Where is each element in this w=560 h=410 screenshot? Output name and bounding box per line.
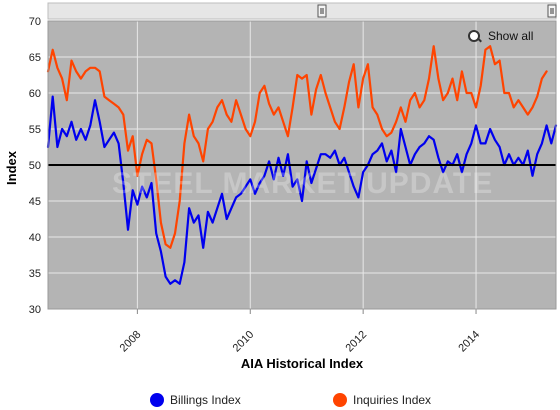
y-tick-label: 45 bbox=[29, 196, 41, 208]
x-tick-label: 2014 bbox=[456, 329, 482, 355]
series-line-billings-index bbox=[46, 95, 558, 285]
y-tick-label: 65 bbox=[29, 52, 41, 64]
y-tick-label: 55 bbox=[29, 124, 41, 136]
y-tick-label: 30 bbox=[29, 304, 41, 316]
navigator-right-handle[interactable] bbox=[547, 4, 557, 18]
y-tick-label: 40 bbox=[29, 232, 41, 244]
show-all-label: Show all bbox=[488, 29, 534, 43]
y-tick-label: 70 bbox=[29, 16, 41, 28]
navigator-track[interactable] bbox=[47, 2, 557, 20]
x-tick-label: 2008 bbox=[118, 329, 144, 355]
x-axis-title: AIA Historical Index bbox=[241, 356, 364, 371]
x-tick-label: 2010 bbox=[231, 329, 257, 355]
legend-item-billings[interactable]: Billings Index bbox=[150, 390, 241, 410]
legend-item-inquiries[interactable]: Inquiries Index bbox=[333, 390, 431, 410]
legend-label-inquiries: Inquiries Index bbox=[353, 393, 432, 407]
navigator-left-handle[interactable] bbox=[317, 4, 327, 18]
y-tick-label: 50 bbox=[29, 160, 41, 172]
billings-swatch-icon bbox=[150, 393, 164, 407]
plot-border bbox=[47, 20, 557, 310]
y-tick-label: 60 bbox=[29, 88, 41, 100]
y-axis-title: Index bbox=[4, 150, 19, 185]
x-tick-label: 2012 bbox=[343, 329, 369, 355]
inquiries-swatch-icon bbox=[333, 393, 347, 407]
show-all-button[interactable]: Show all bbox=[468, 27, 533, 45]
legend: Billings Index Inquiries Index bbox=[0, 390, 560, 410]
navigator-scrollbar[interactable] bbox=[47, 2, 557, 20]
legend-label-billings: Billings Index bbox=[170, 393, 241, 407]
y-tick-label: 35 bbox=[29, 268, 41, 280]
series-layer bbox=[46, 45, 558, 285]
zoom-out-icon bbox=[468, 30, 482, 43]
series-line-inquiries-index bbox=[46, 45, 548, 249]
